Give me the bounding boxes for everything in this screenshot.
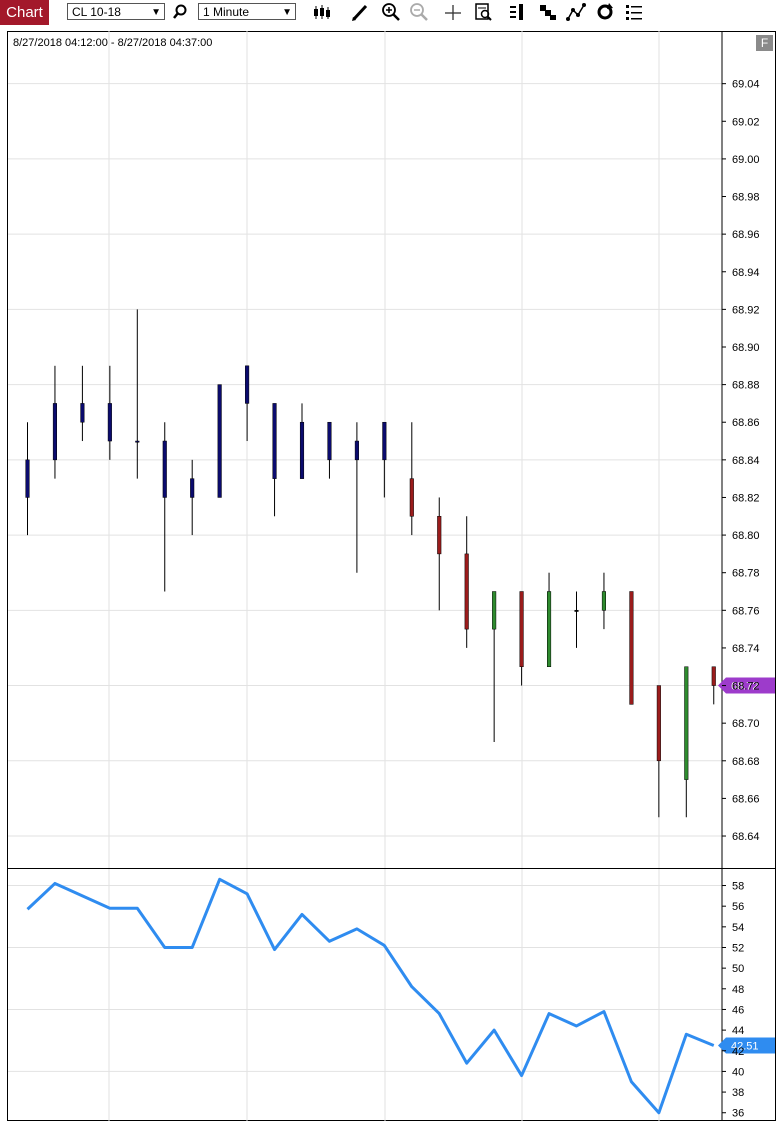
candle-body [52,403,58,461]
ind-tick-label: 44 [732,1025,744,1037]
y-tick-label: 68.66 [732,793,760,805]
axes [8,31,776,1121]
candle-body [107,403,112,442]
candle-body [684,666,689,780]
indicator-value-marker [718,1037,775,1054]
crosshair-icon[interactable] [442,2,464,22]
y-tick-label: 68.84 [732,455,760,467]
ind-tick-label: 36 [732,1108,744,1120]
properties-icon[interactable] [537,2,559,22]
indicator-panel: 42.51 [26,877,775,1115]
candle-body [409,478,414,517]
y-tick-label: 69.02 [732,116,760,128]
y-tick-label: 68.90 [732,342,760,354]
y-tick-label: 68.86 [732,417,760,429]
drawing-tools-icon[interactable] [565,2,587,22]
toolbar: Chart CL 10-18 ▼ 1 Minute ▼ [0,0,778,25]
indicator-line [26,877,715,1115]
y-tick-label: 68.78 [732,568,760,580]
ind-tick-label: 54 [732,922,744,934]
panel-menu-button[interactable]: F [756,35,773,51]
chart-tab[interactable]: Chart [0,0,49,25]
y-tick-label: 68.68 [732,756,760,768]
interval-select[interactable]: 1 Minute ▼ [198,3,296,20]
y-tick-label: 69.00 [732,154,760,166]
chart-trader-icon[interactable] [507,2,529,22]
ind-tick-label: 46 [732,1004,744,1016]
candle-body [601,591,607,611]
candle-body [464,553,469,630]
candle-body [80,403,85,423]
ind-tick-label: 40 [732,1066,744,1078]
ind-tick-label: 58 [732,881,744,893]
y-tick-label: 68.74 [732,643,760,655]
y-tick-label: 68.94 [732,267,760,279]
interval-select-value: 1 Minute [203,5,250,19]
candle-body [711,666,716,686]
grid [8,31,722,1121]
y-tick-label: 68.96 [732,229,760,241]
y-tick-label: 68.92 [732,304,760,316]
menu-list-icon[interactable] [623,2,645,22]
y-tick-label: 68.70 [732,718,760,730]
candle-body [629,591,634,705]
candle-body [299,421,305,479]
ind-tick-label: 50 [732,963,744,975]
y-tick-label: 68.76 [732,605,760,617]
candle-body [492,591,497,630]
ind-tick-label: 42 [732,1046,744,1058]
data-box-icon[interactable] [473,2,495,22]
candle-body [217,384,222,498]
y-tick-label: 68.72 [732,681,760,693]
y-tick-label: 68.64 [732,831,760,843]
candle-body [25,459,30,498]
candle-body [547,591,552,667]
candle-body [656,685,661,762]
pencil-icon[interactable] [349,2,371,22]
candle-body [135,440,140,443]
chart-frame [7,31,776,1121]
ind-tick-label: 48 [732,984,744,996]
zoom-in-icon[interactable] [380,2,402,22]
candle-body [382,421,387,461]
ind-tick-label: 38 [732,1087,744,1099]
y-tick-label: 68.98 [732,192,760,204]
y-tick-label: 68.82 [732,492,760,504]
candle-body [245,365,250,404]
ind-tick-label: 52 [732,942,744,954]
y-tick-label: 68.80 [732,530,760,542]
ind-tick-label: 56 [732,901,744,913]
indicator-value-label: 42.51 [731,1041,759,1053]
price-panel: 68.72 [25,309,775,818]
symbol-select[interactable]: CL 10-18 ▼ [67,3,165,20]
reload-icon[interactable] [594,2,616,22]
candle-body [190,478,195,498]
axis-ticks: 69.04 69.02 69.00 68.98 68.96 68.94 68.92 68.90… [722,79,760,1120]
y-tick-label: 69.04 [732,79,760,91]
candle-body [354,440,359,461]
candle-body [272,403,277,479]
chevron-down-icon: ▼ [151,7,161,18]
last-price-label: 68.72 [731,681,759,693]
candle-body [162,440,167,498]
symbol-select-value: CL 10-18 [72,5,121,19]
chart-title: 8/27/2018 04:12:00 - 8/27/2018 04:37:00 [13,37,213,49]
search-icon[interactable] [169,2,191,22]
chevron-down-icon: ▼ [282,7,292,18]
candle-body [519,591,524,667]
candle-body [327,421,332,461]
bar-style-icon[interactable] [311,2,333,22]
y-tick-label: 68.88 [732,380,760,392]
candle-body [437,516,442,555]
zoom-out-icon[interactable] [408,2,430,22]
last-price-marker [718,677,775,694]
candle-body [574,610,579,612]
